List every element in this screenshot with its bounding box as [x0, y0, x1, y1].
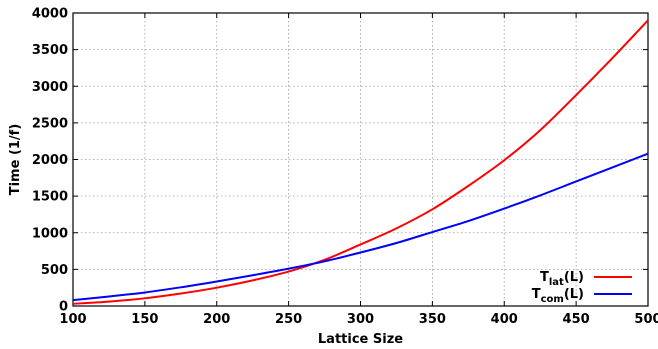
x-tick-label: 200 — [203, 312, 230, 327]
series-line-lat — [72, 19, 649, 305]
x-axis-label: Lattice Size — [318, 332, 403, 347]
plot-frame — [72, 12, 649, 307]
x-tick-label: 500 — [634, 312, 658, 327]
y-tick-label: 1000 — [32, 226, 68, 241]
y-tick-label: 3500 — [32, 43, 68, 58]
y-tick-label: 500 — [41, 263, 68, 278]
series-line-com — [72, 152, 649, 302]
y-tick-label: 4000 — [32, 7, 68, 22]
tick-labels: 100 150 200 250 300 350 400 450 500 0 500 1000 1500 2… — [32, 7, 658, 328]
y-tick-label: 2000 — [32, 153, 68, 168]
y-tick-label: 1500 — [32, 190, 68, 205]
x-tick-label: 150 — [131, 312, 158, 327]
grid-lines — [73, 13, 648, 306]
legend: Tlat(L)Tcom(L) — [532, 270, 632, 305]
x-tick-label: 250 — [275, 312, 302, 327]
series-lines — [72, 19, 649, 305]
y-axis-label: Time (1/f) — [8, 124, 23, 196]
y-tick-label: 0 — [59, 300, 68, 315]
x-tick-label: 350 — [419, 312, 446, 327]
x-tick-label: 450 — [563, 312, 590, 327]
legend-label-lat: Tlat(L) — [540, 270, 584, 288]
x-tick-label: 400 — [491, 312, 518, 327]
x-tick-label: 100 — [59, 312, 86, 327]
y-tick-label: 2500 — [32, 116, 68, 131]
y-tick-label: 3000 — [32, 80, 68, 95]
legend-label-com: Tcom(L) — [532, 287, 584, 305]
x-tick-label: 300 — [347, 312, 374, 327]
